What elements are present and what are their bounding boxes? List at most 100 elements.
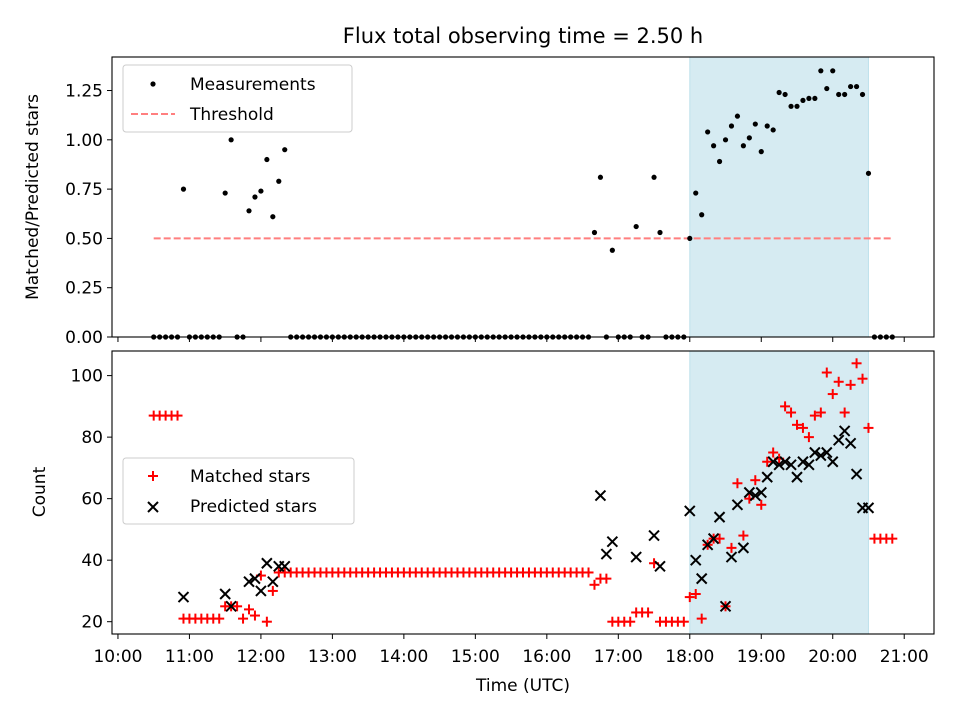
legend-measurements-label: Measurements bbox=[190, 75, 316, 95]
top-legend-box bbox=[122, 64, 353, 133]
predicted-stars-point bbox=[279, 560, 291, 573]
matched-stars-point bbox=[249, 610, 260, 621]
measurement-point bbox=[597, 174, 604, 180]
matched-stars-point bbox=[684, 592, 695, 603]
predicted-stars-point bbox=[719, 600, 732, 613]
predicted-stars-point bbox=[815, 449, 827, 462]
x-tick-label: 11:00 bbox=[165, 647, 214, 667]
measurement-point bbox=[699, 212, 705, 218]
matched-stars-point bbox=[845, 379, 856, 390]
matched-stars-point bbox=[821, 367, 832, 378]
matched-stars-point bbox=[768, 447, 779, 458]
top-legend: Measurements Threshold bbox=[122, 64, 353, 133]
matched-stars-point bbox=[815, 407, 826, 418]
predicted-stars-point bbox=[695, 572, 708, 585]
measurement-point bbox=[734, 113, 741, 119]
predicted-stars-point bbox=[755, 486, 767, 499]
measurement-point bbox=[842, 91, 848, 98]
measurement-point bbox=[848, 83, 854, 90]
measurement-point bbox=[824, 85, 830, 92]
predicted-stars-point bbox=[731, 499, 744, 511]
predicted-stars-point bbox=[844, 437, 857, 449]
measurement-point bbox=[776, 89, 782, 96]
matched-stars-point bbox=[839, 407, 850, 418]
predicted-stars-point bbox=[862, 502, 875, 514]
y-tick-label: 40 bbox=[81, 551, 103, 571]
measurement-point bbox=[865, 170, 872, 176]
predicted-stars-point bbox=[606, 536, 619, 548]
matched-stars-point bbox=[601, 573, 612, 584]
predicted-stars-point bbox=[261, 557, 273, 569]
matched-stars-point bbox=[863, 422, 874, 433]
y-tick-label: 0.50 bbox=[65, 229, 103, 249]
predicted-stars-point bbox=[249, 572, 261, 585]
predicted-stars-point bbox=[743, 486, 756, 499]
predicted-stars-point bbox=[713, 511, 726, 523]
predicted-stars-point bbox=[821, 446, 833, 459]
legend-matched-glyph bbox=[148, 471, 158, 481]
measurement-point bbox=[800, 97, 806, 103]
matched-stars-point bbox=[750, 475, 761, 486]
measurement-point bbox=[853, 83, 860, 90]
measurement-point bbox=[591, 229, 598, 236]
measurement-point bbox=[246, 208, 252, 214]
matched-stars-point bbox=[797, 422, 808, 433]
predicted-stars-point bbox=[684, 505, 696, 517]
measurement-point bbox=[818, 68, 824, 74]
matched-stars-point bbox=[792, 419, 802, 430]
matched-stars-point bbox=[726, 542, 737, 553]
matched-stars-point bbox=[809, 410, 820, 421]
predicted-stars-point bbox=[749, 489, 762, 502]
x-tick-label: 16:00 bbox=[522, 647, 571, 667]
measurement-point bbox=[705, 129, 711, 135]
x-tick-label: 13:00 bbox=[308, 647, 357, 667]
bottom-legend: Matched stars Predicted stars bbox=[122, 457, 355, 525]
measurement-point bbox=[752, 121, 758, 127]
bottom-axes: 20 40 60 80 100 10:00 11:00 12:00 13:00 14:00 15:… bbox=[30, 350, 935, 696]
y-tick-label: 60 bbox=[81, 490, 103, 510]
matched-stars-point bbox=[625, 616, 636, 627]
predicted-stars-point bbox=[177, 591, 190, 603]
x-tick-label: 17:00 bbox=[594, 647, 643, 667]
legend-measurements-marker bbox=[150, 81, 156, 87]
predicted-stars-point bbox=[648, 529, 660, 542]
measurement-point bbox=[859, 91, 866, 98]
predicted-stars-point bbox=[243, 575, 255, 588]
matched-stars-point bbox=[857, 373, 868, 384]
legend-threshold-label: Threshold bbox=[189, 105, 274, 125]
matched-stars-point bbox=[172, 410, 183, 421]
measurement-point bbox=[812, 95, 818, 102]
matched-stars-point bbox=[643, 607, 654, 618]
legend-matched-marker bbox=[148, 471, 158, 481]
predicted-stars-point bbox=[832, 434, 845, 446]
matched-stars-series bbox=[148, 358, 898, 627]
matched-stars-point bbox=[244, 604, 254, 615]
predicted-stars-point bbox=[838, 425, 851, 437]
predicted-stars-point bbox=[767, 456, 779, 468]
predicted-stars-point bbox=[785, 459, 797, 471]
legend-predicted-marker bbox=[147, 501, 159, 513]
bottom-y-ticks: 20 40 60 80 100 bbox=[71, 367, 112, 633]
measurement-point bbox=[264, 156, 270, 163]
predicted-stars-point bbox=[850, 468, 863, 480]
top-y-ticks: 0.00 0.25 0.50 0.75 1.00 1.25 bbox=[65, 82, 112, 348]
y-tick-label: 0.75 bbox=[65, 180, 103, 200]
predicted-stars-point bbox=[594, 489, 607, 502]
bottom-plot-frame bbox=[111, 350, 935, 635]
matched-stars-point bbox=[756, 499, 767, 510]
x-tick-label: 10:00 bbox=[93, 647, 142, 667]
matched-stars-point bbox=[827, 389, 838, 400]
legend-matched-label: Matched stars bbox=[190, 467, 310, 487]
top-axes: 0.00 0.25 0.50 0.75 1.00 1.25 Matched/Predict… bbox=[23, 56, 935, 348]
bottom-y-axis-label: Count bbox=[30, 466, 50, 517]
matched-stars-point bbox=[589, 579, 600, 590]
predicted-stars-point bbox=[803, 459, 815, 471]
matched-stars-point bbox=[732, 478, 743, 489]
predicted-stars-point bbox=[773, 459, 785, 471]
measurement-point bbox=[276, 178, 282, 184]
top-x-ticks bbox=[117, 337, 905, 342]
predicted-stars-point bbox=[219, 588, 231, 600]
matched-stars-point bbox=[690, 589, 701, 600]
x-tick-label: 15:00 bbox=[451, 647, 500, 667]
matched-stars-point bbox=[786, 407, 797, 418]
